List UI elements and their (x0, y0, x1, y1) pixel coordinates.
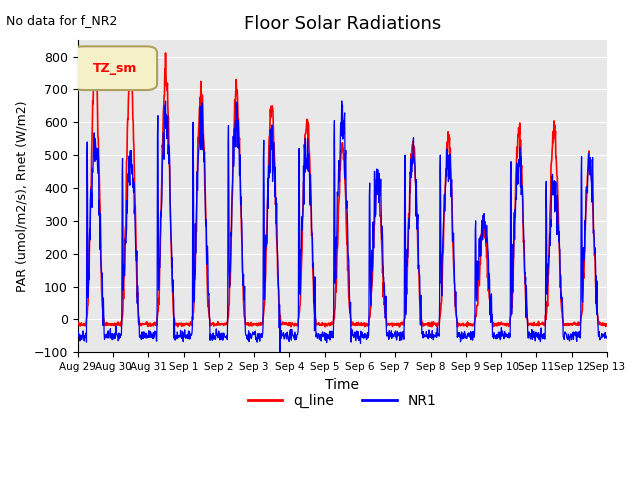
X-axis label: Time: Time (325, 377, 359, 392)
Text: TZ_sm: TZ_sm (93, 62, 137, 75)
FancyBboxPatch shape (72, 47, 157, 90)
Y-axis label: PAR (umol/m2/s), Rnet (W/m2): PAR (umol/m2/s), Rnet (W/m2) (15, 100, 28, 292)
Title: Floor Solar Radiations: Floor Solar Radiations (244, 15, 441, 33)
Text: No data for f_NR2: No data for f_NR2 (6, 14, 118, 27)
Legend: q_line, NR1: q_line, NR1 (242, 389, 442, 414)
